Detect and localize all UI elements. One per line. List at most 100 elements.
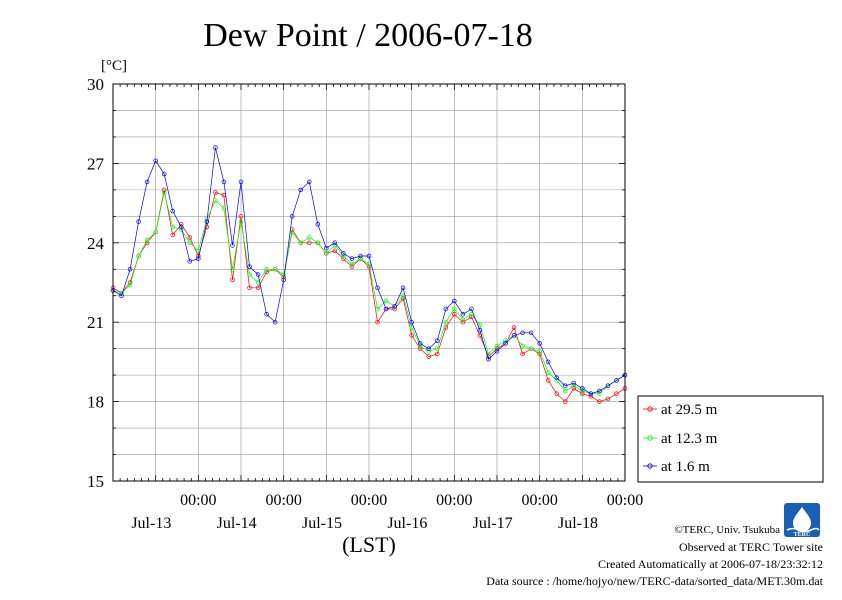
data-point [528,346,534,351]
y-tick-label: 27 [87,154,105,173]
data-point [597,399,602,404]
wave-icon [786,527,820,533]
data-point [349,261,355,267]
data-point [537,349,542,354]
series-line [112,147,626,395]
data-point [597,388,602,394]
data-point [571,383,577,388]
data-point [392,306,397,312]
data-point [213,198,218,203]
data-point [161,190,167,195]
series-1 [110,190,628,396]
data-point [170,232,175,238]
data-point [366,253,372,259]
x-tick-time-label: 00:00 [607,492,643,509]
data-point [281,272,286,277]
data-point [494,349,500,354]
data-point [452,298,457,304]
data-point [307,235,312,240]
data-point [520,330,525,336]
created-text: Created Automatically at 2006-07-18/23:3… [598,557,823,571]
data-point [281,277,286,283]
y-tick-label: 15 [87,472,104,491]
data-point [230,267,235,272]
x-tick-time-label: 00:00 [521,492,557,509]
data-point [187,259,193,264]
water-drop-icon [793,507,811,532]
data-point [545,378,551,383]
data-point [554,391,559,396]
copyright-text: ©TERC, Univ. Tsukuba [674,524,780,536]
x-tick-date-label: Jul-16 [387,515,427,532]
data-point [520,343,525,349]
data-point [511,325,517,330]
data-point [435,346,440,351]
x-tick-date-label: Jul-17 [473,515,513,532]
legend-marker-12-3m [647,435,653,441]
legend-entry-12-3m: at 12.3 m [643,431,718,447]
legend-label-1-6m: at 1.6 m [661,459,710,475]
data-point [221,206,227,211]
data-point [144,240,150,246]
data-point [554,375,559,381]
data-point [375,285,380,291]
data-point [161,171,167,177]
data-point [298,240,303,246]
data-point [341,256,346,261]
data-point [153,229,158,235]
data-point [264,267,269,272]
data-point [307,179,312,185]
data-point [563,388,568,394]
data-point [204,219,210,224]
data-point [136,219,141,224]
data-point [571,380,577,386]
data-point [247,285,252,291]
data-point [580,386,585,391]
data-point [520,351,525,357]
data-point [580,388,585,394]
data-point [614,378,619,383]
data-point [170,208,175,214]
series-line [112,192,626,395]
data-point [341,251,346,256]
data-point [486,357,491,362]
y-tick-label: 24 [87,234,105,253]
data-point [341,253,346,259]
data-point [452,312,457,317]
data-point [392,304,397,309]
y-axis-unit-label: [°C] [101,58,127,74]
terc-logo: TERC [784,503,820,538]
data-point [272,267,278,272]
data-point [503,338,508,343]
y-tick-label: 30 [87,75,104,94]
data-point [170,224,175,230]
series-line [112,189,626,403]
data-point [528,330,534,336]
y-tick-label: 18 [87,393,104,412]
x-tick-time-label: 00:00 [436,492,472,509]
data-point [400,285,406,291]
data-point [187,235,193,240]
data-point [563,383,568,388]
legend-box [637,395,824,483]
data-point [426,349,431,354]
data-point [119,293,124,298]
data-point [221,179,227,185]
chart-title: Dew Point / 2006-07-18 [203,17,533,54]
data-point [238,179,244,185]
data-point [298,187,303,193]
data-point [563,399,568,404]
data-point [153,158,158,164]
data-point [435,338,440,343]
data-point [196,256,201,261]
data-point [247,272,252,277]
data-point [307,240,312,246]
legend-marker-29-5m [647,406,653,412]
data-point [349,264,355,269]
data-point [264,312,269,317]
data-point [605,383,611,388]
data-point [127,282,133,288]
data-point [605,396,611,402]
y-ticks: 15 18 21 24 27 30 [87,75,625,491]
